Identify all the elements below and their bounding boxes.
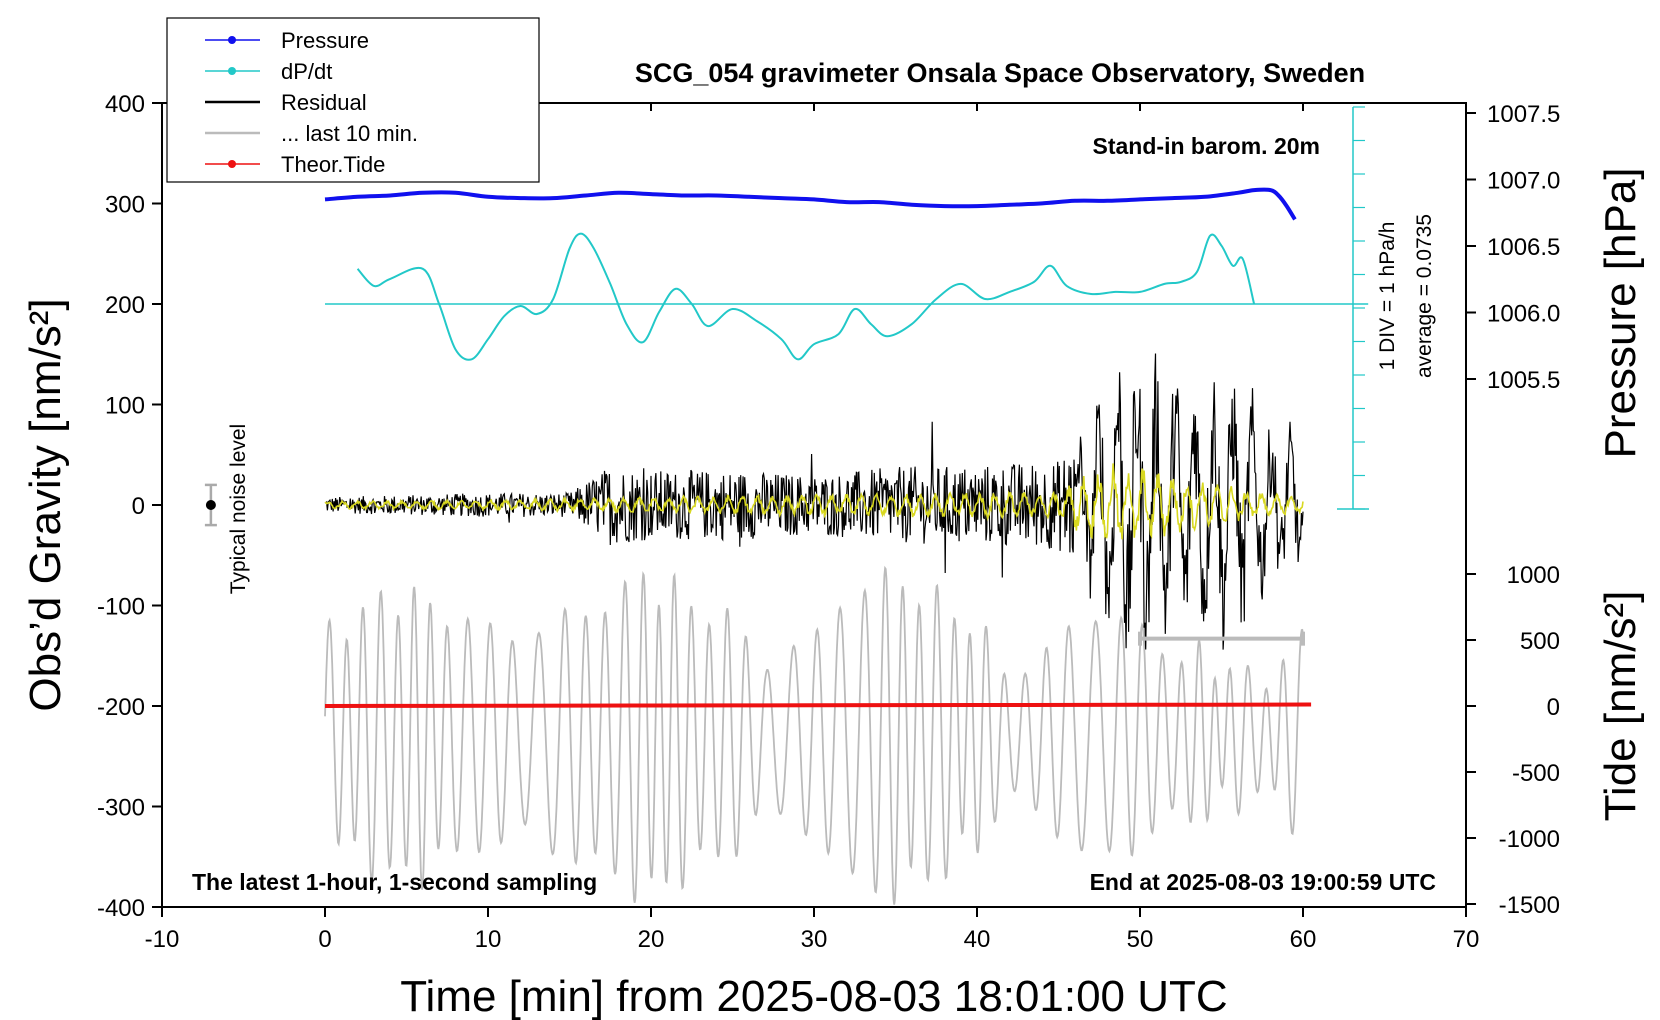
x-tick-label: 40 [964, 926, 991, 953]
last-10-min-series [324, 565, 1304, 905]
x-tick-label: 50 [1127, 926, 1154, 953]
chart-title: SCG_054 gravimeter Onsala Space Observat… [635, 58, 1365, 88]
pressure-scale-bar [1337, 106, 1369, 510]
y-tick-label: 0 [132, 493, 145, 520]
legend-swatch-dot [228, 160, 236, 168]
x-tick-label: 70 [1453, 926, 1480, 953]
y-tick-label: 100 [105, 393, 145, 420]
y-axis-pressure: 1007.5 1007.0 1006.5 1006.0 1005.5 [1466, 101, 1560, 394]
average-label: average = 0.0735 [1413, 214, 1436, 378]
legend-label: dP/dt [281, 59, 332, 84]
legend-label: Pressure [281, 28, 369, 53]
y-axis-title-pressure: Pressure [hPa] [1596, 167, 1645, 458]
x-axis-title: Time [min] from 2025-08-03 18:01:00 UTC [400, 972, 1227, 1020]
y-axis-left: 400 300 200 100 0 -100 -200 -300 -400 [97, 91, 162, 922]
legend: Pressure dP/dt Residual ... last 10 min. The… [166, 17, 540, 183]
y-tick-label: -300 [97, 795, 145, 822]
x-axis: -10 0 10 20 30 40 50 60 70 [145, 103, 1480, 953]
x-tick-label: 0 [318, 926, 331, 953]
noise-level-marker [204, 483, 217, 527]
y-tick-label: 300 [105, 192, 145, 219]
filtered-series [324, 463, 1304, 540]
pressure-line [324, 187, 1297, 221]
tide-series [324, 702, 1312, 708]
x-tick-label: 10 [475, 926, 502, 953]
x-tick-label: 60 [1290, 926, 1317, 953]
pressure-tick-label: 1007.5 [1487, 101, 1560, 128]
legend-label: Theor.Tide [281, 152, 385, 177]
y-axis-title-left: Obs’d Gravity [nm/s²] [21, 298, 70, 711]
legend-box [166, 17, 540, 183]
filtered-line [324, 463, 1304, 540]
x-tick-label: -10 [145, 926, 180, 953]
pressure-tick-label: 1006.5 [1487, 234, 1560, 261]
end-at-label: End at 2025-08-03 19:00:59 UTC [1090, 869, 1436, 895]
dpdt-line [356, 232, 1256, 361]
pressure-tick-label: 1007.0 [1487, 168, 1560, 195]
div-label: 1 DIV = 1 hPa/h [1376, 222, 1399, 371]
legend-label: ... last 10 min. [281, 121, 418, 146]
tide-tick-label: 500 [1520, 628, 1560, 655]
y-axis-title-tide: Tide [nm/s²] [1596, 591, 1645, 822]
tide-tick-label: -1500 [1499, 892, 1560, 919]
last-10-min-line [324, 565, 1304, 905]
stand-in-label: Stand-in barom. 20m [1093, 133, 1320, 159]
noise-center-dot [205, 500, 216, 510]
pressure-tick-label: 1006.0 [1487, 301, 1560, 328]
tide-tick-label: 1000 [1507, 562, 1560, 589]
dpdt-series [325, 232, 1369, 361]
tide-line [324, 702, 1312, 708]
pressure-tick-label: 1005.5 [1487, 367, 1560, 394]
tide-tick-label: -500 [1512, 760, 1560, 787]
y-tick-label: 200 [105, 292, 145, 319]
y-tick-label: -400 [97, 895, 145, 922]
noise-label: Typical noise level [227, 424, 250, 594]
pressure-series [324, 187, 1297, 221]
x-tick-label: 20 [638, 926, 665, 953]
y-tick-label: -200 [97, 694, 145, 721]
last-10-min-marker [1138, 631, 1305, 646]
x-tick-label: 30 [801, 926, 828, 953]
latest-label: The latest 1-hour, 1-second sampling [192, 869, 597, 895]
y-axis-tide: 1000 500 0 -500 -1000 -1500 [1466, 562, 1560, 919]
tide-tick-label: 0 [1547, 694, 1560, 721]
tide-tick-label: -1000 [1499, 826, 1560, 853]
legend-swatch-dot [228, 67, 236, 75]
legend-label: Residual [281, 90, 367, 115]
y-tick-label: -100 [97, 594, 145, 621]
y-tick-label: 400 [105, 91, 145, 118]
legend-swatch-dot [228, 36, 236, 44]
